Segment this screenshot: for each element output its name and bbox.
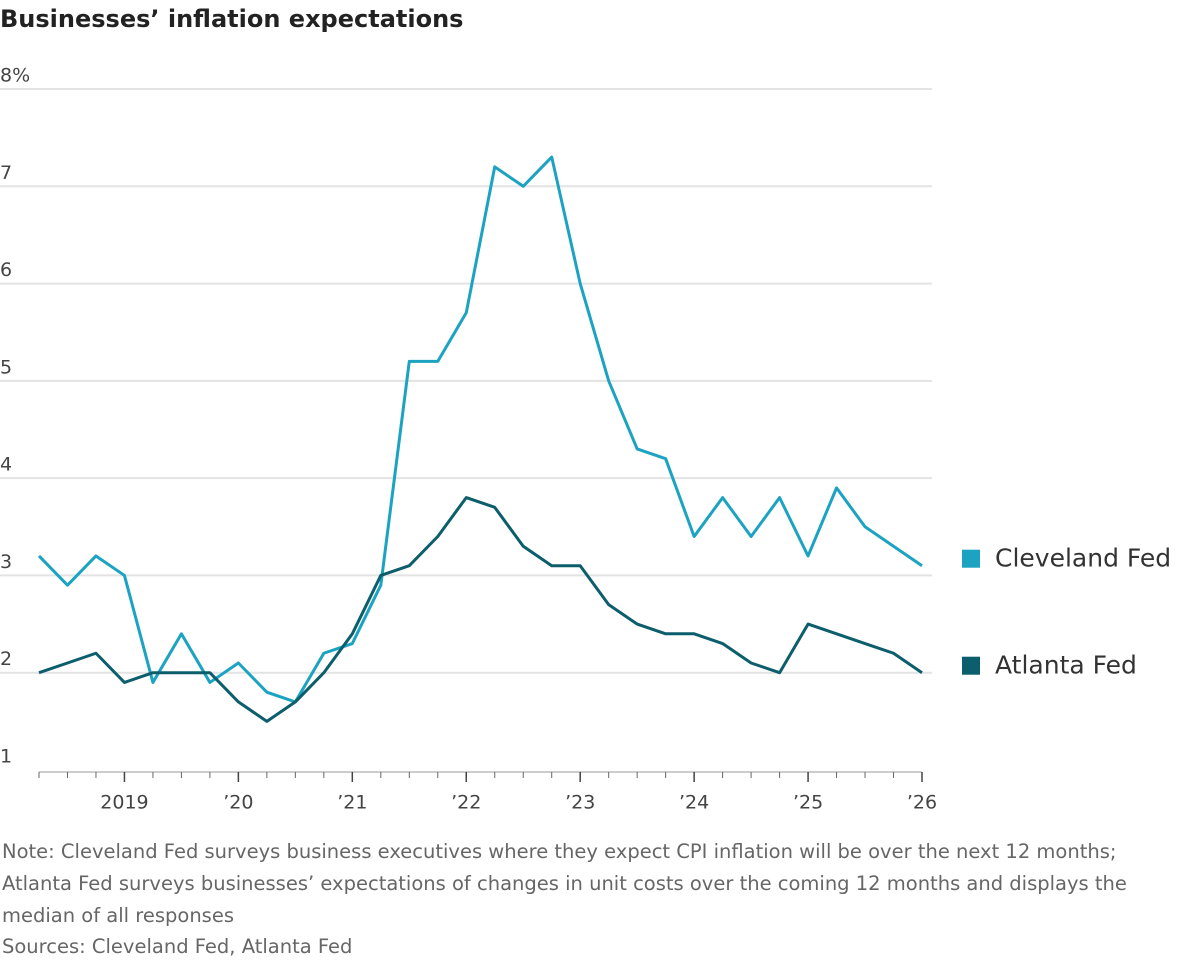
chart-title: Businesses’ inflation expectations [0, 5, 463, 33]
x-tick-label: ’23 [565, 792, 595, 814]
legend-label: Atlanta Fed [995, 651, 1137, 680]
x-tick-label: ’20 [223, 792, 253, 814]
source: Sources: Cleveland Fed, Atlanta Fed [2, 935, 353, 958]
legend-label: Cleveland Fed [995, 544, 1171, 573]
note: Note: Cleveland Fed surveys business exe… [2, 840, 1127, 927]
y-tick-label: 3 [0, 551, 12, 573]
y-tick-label: 5 [0, 356, 12, 378]
x-tick-label: ’26 [907, 792, 937, 814]
y-tick-label: 6 [0, 259, 12, 281]
y-tick-label: 2 [0, 648, 12, 670]
x-tick-label: 2019 [100, 792, 148, 814]
y-tick-label: 1 [0, 746, 12, 768]
x-tick-label: ’25 [793, 792, 823, 814]
y-tick-label: 7 [0, 162, 12, 184]
series-line [37, 155, 923, 704]
y-tick-label: 8% [0, 65, 30, 87]
legend-swatch [962, 656, 980, 675]
y-tick-label: 4 [0, 454, 12, 476]
x-tick-label: ’22 [451, 792, 481, 814]
chart: Businesses’ inflation expectations 1 2 3 4 5… [0, 5, 1171, 814]
series-line [38, 496, 923, 723]
x-tick-label: ’24 [679, 792, 709, 814]
legend-swatch [962, 549, 980, 568]
x-tick-label: ’21 [337, 792, 367, 814]
